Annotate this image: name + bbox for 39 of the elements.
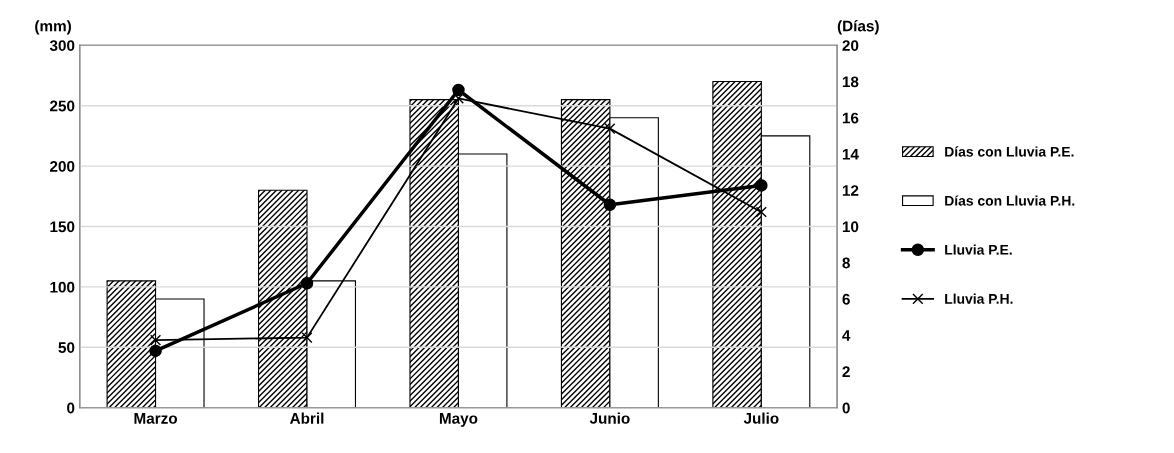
legend-label: Días con Lluvia P.E. bbox=[945, 146, 1074, 157]
y2-tick-label: 2 bbox=[842, 366, 850, 377]
point bbox=[301, 332, 313, 344]
y-tick-label: 250 bbox=[50, 100, 75, 112]
y2-tick-label: 20 bbox=[842, 40, 859, 51]
point bbox=[603, 198, 617, 212]
y2-tick-label: 0 bbox=[842, 402, 850, 414]
y2-tick-label: 12 bbox=[842, 185, 859, 196]
point bbox=[755, 206, 767, 218]
x-tick-label: Marzo bbox=[134, 413, 178, 424]
y2-tick-label: 8 bbox=[842, 257, 850, 269]
x-tick-label: Abril bbox=[289, 412, 324, 424]
point bbox=[755, 179, 768, 192]
legend-label: Días con Lluvia P.H. bbox=[945, 195, 1075, 206]
x-tick-label: Junio bbox=[589, 412, 630, 424]
y-tick-label: 100 bbox=[50, 281, 75, 293]
point bbox=[452, 92, 465, 105]
x-tick-label: Mayo bbox=[439, 413, 478, 427]
point bbox=[452, 83, 465, 97]
point bbox=[604, 123, 616, 135]
legend-label: Lluvia P.E. bbox=[945, 244, 1012, 255]
x-tick-label: Julio bbox=[743, 412, 779, 424]
y2-tick-label: 6 bbox=[842, 293, 850, 305]
y2-tick-label: 10 bbox=[842, 221, 859, 233]
y-tick-label: 150 bbox=[50, 221, 75, 233]
legend-label: Lluvia P.H. bbox=[945, 293, 1013, 304]
y-tick-label: 0 bbox=[67, 402, 75, 414]
point bbox=[300, 277, 314, 290]
y2-tick-label: 4 bbox=[842, 330, 851, 341]
y2-axis-title: (Días) bbox=[837, 20, 879, 35]
y2-tick-label: 16 bbox=[842, 112, 859, 124]
point bbox=[149, 344, 162, 358]
y-axis-title: (mm) bbox=[35, 20, 71, 35]
point bbox=[149, 334, 162, 346]
y2-tick-label: 14 bbox=[842, 149, 859, 160]
y-tick-label: 50 bbox=[58, 342, 75, 353]
y-tick-label: 200 bbox=[50, 160, 75, 172]
y2-tick-label: 18 bbox=[842, 76, 859, 88]
y-tick-label: 300 bbox=[49, 40, 75, 52]
